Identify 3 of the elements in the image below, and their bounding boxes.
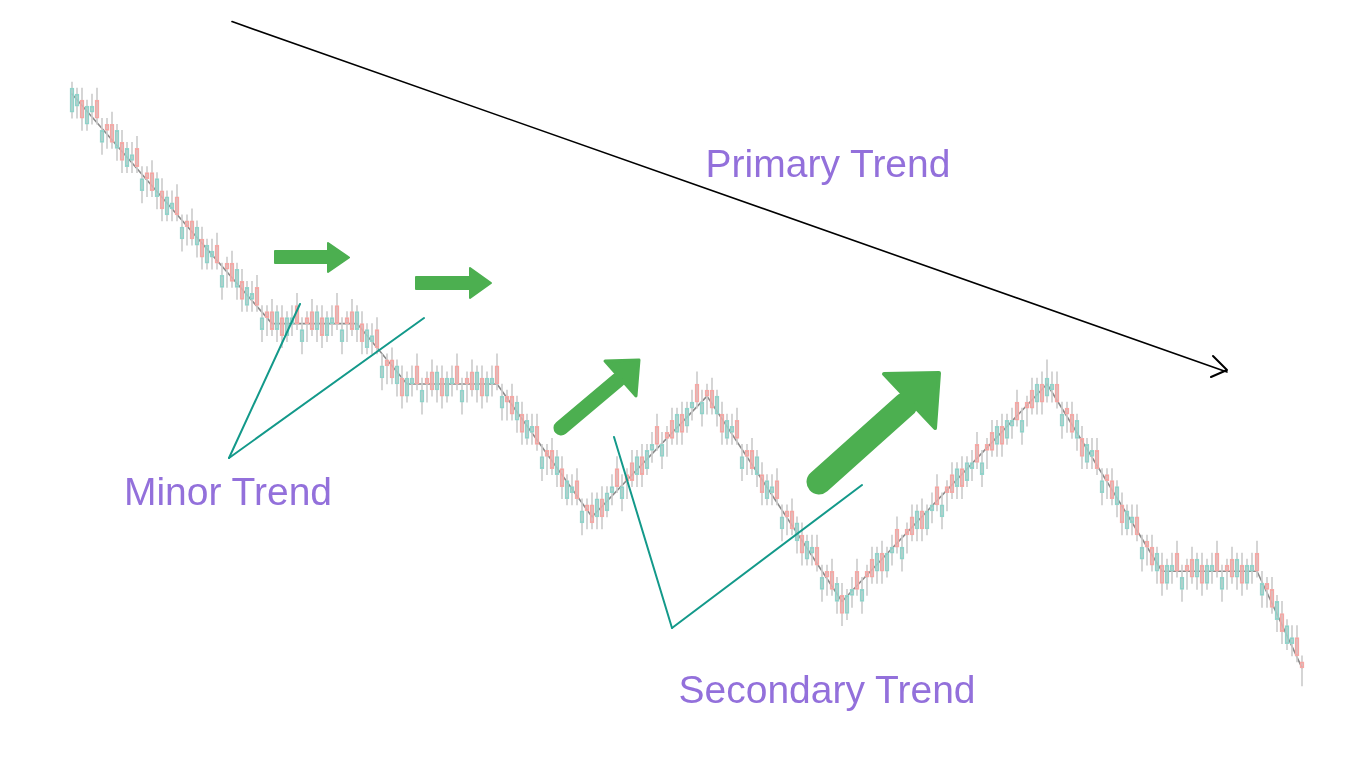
annotation: Secondary Trend	[678, 668, 976, 711]
annotation: Minor Trend	[123, 470, 333, 513]
series-label: Primary Trend	[705, 142, 951, 185]
